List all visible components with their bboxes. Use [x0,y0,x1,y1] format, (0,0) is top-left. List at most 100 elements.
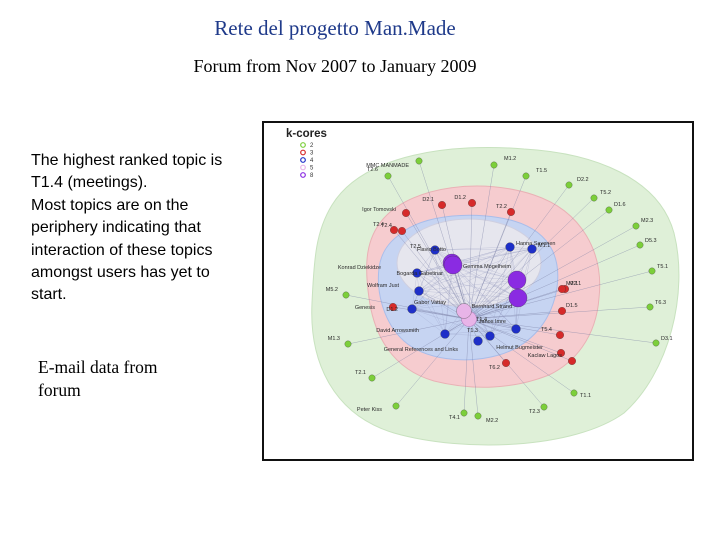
graph-edge [345,294,470,320]
graph-node [570,389,578,397]
graph-edge [444,328,517,335]
graph-node [648,267,656,275]
graph-edge [416,249,436,274]
legend-swatch [300,157,306,163]
graph-edge [411,308,470,320]
graph-node [557,349,565,357]
graph-node [522,172,530,180]
node-label: M2.2 [486,418,498,424]
graph-edge [347,318,470,345]
graph-edge [418,290,446,335]
graph-edge [416,272,518,281]
graph-edge [468,318,479,417]
description-line: interaction of these topics [31,241,213,259]
graph-node [636,241,644,249]
graph-edge [393,229,470,320]
node-label: T2.5 [410,244,421,250]
node-label: T1.5 [536,168,547,174]
graph-node [456,303,472,319]
graph-edge [416,248,533,274]
graph-edge [452,264,517,330]
graph-edge [463,318,470,414]
graph-node [605,206,613,214]
graph-node [652,339,660,347]
graph-edge [452,264,519,299]
node-label: D3.1 [661,336,673,342]
legend-items: 2 34 58 [300,142,314,179]
node-label: T2.3 [529,409,540,415]
node-label: Gemma Mogelheim [463,264,511,270]
graph-edge [411,262,453,310]
source-line: E-mail data from [38,357,158,377]
graph-edge [405,212,470,320]
graph-node [485,331,495,341]
graph-node [414,286,424,296]
node-label: T1.1 [580,393,591,399]
graph-node [632,222,640,230]
slide-subtitle: Forum from Nov 2007 to January 2009 [193,56,477,76]
graph-node [415,157,423,165]
node-label: Gabor Vattay [414,300,446,306]
graph-edge [468,310,563,320]
graph-edge [451,262,491,337]
description-text: The highest ranked topic is T1.4 (meetin… [31,150,261,307]
node-label: D1.5 [566,303,578,309]
graph-node [502,359,510,367]
graph-edge [452,246,511,266]
legend-label: 2 [310,143,314,149]
node-label: T5.2 [600,190,611,196]
graph-edge [515,248,533,330]
node-label: T2.1 [355,370,366,376]
graph-node [384,172,392,180]
graph-node [407,304,417,314]
graph-edge [418,249,436,292]
graph-edge [468,318,575,394]
graph-edge [468,246,511,320]
graph-edge [489,279,518,337]
graph-node [402,209,410,217]
node-label: Janos Imre [479,319,506,325]
node-label: T2.4 [373,222,384,228]
source-note: E-mail data from forum [38,356,158,402]
node-label: Hanna Savonen [516,241,555,247]
graph-edge [451,248,533,264]
graph-node [508,288,528,308]
graph-edge [434,248,533,251]
legend-swatch [300,172,306,178]
node-label: Flavio Botto [417,247,446,253]
node-label: M5.2 [326,287,338,293]
graph-node [474,412,482,420]
graph-edge [444,297,519,335]
graph-node [646,303,654,311]
graph-edge [468,209,610,320]
network-graph-figure: MMC MANMADE M1.2 T1.5 T2.6 D2.2 T5.2 D1.6 M2.3 D… [262,121,694,461]
node-label: T6.2 [489,365,500,371]
network-graph: MMC MANMADE M1.2 T1.5 T2.6 D2.2 T5.2D1.6 M2.3 D… [286,128,680,446]
graph-edge [451,246,511,264]
legend-swatch [300,164,306,171]
graph-edge [434,246,511,251]
graph-edge [444,246,511,335]
description-line: Most topics are on the [31,196,189,214]
graph-edge [452,248,533,266]
graph-edge [468,318,517,330]
description-line: T1.4 (meetings). [31,174,148,192]
graph-node [342,291,350,299]
node-label: Helmut Bugmeister [496,345,543,351]
graph-edge [401,230,470,320]
description-line: The highest ranked topic is [31,152,223,169]
graph-node [344,340,352,348]
node-label: D1.2 [386,307,398,313]
node-label: Igor Tomovski [362,207,396,213]
graph-node [558,307,566,315]
node-label: D5.3 [645,238,657,244]
graph-edge [468,197,595,320]
node-label: T4.1 [449,415,460,421]
graph-node [443,255,463,275]
node-label: M2.3 [641,218,653,224]
graph-edge [416,272,491,337]
graph-edge [468,225,637,320]
node-label: Wolfram Just [367,283,399,289]
graph-edge [411,264,454,310]
graph-edge [452,264,518,281]
